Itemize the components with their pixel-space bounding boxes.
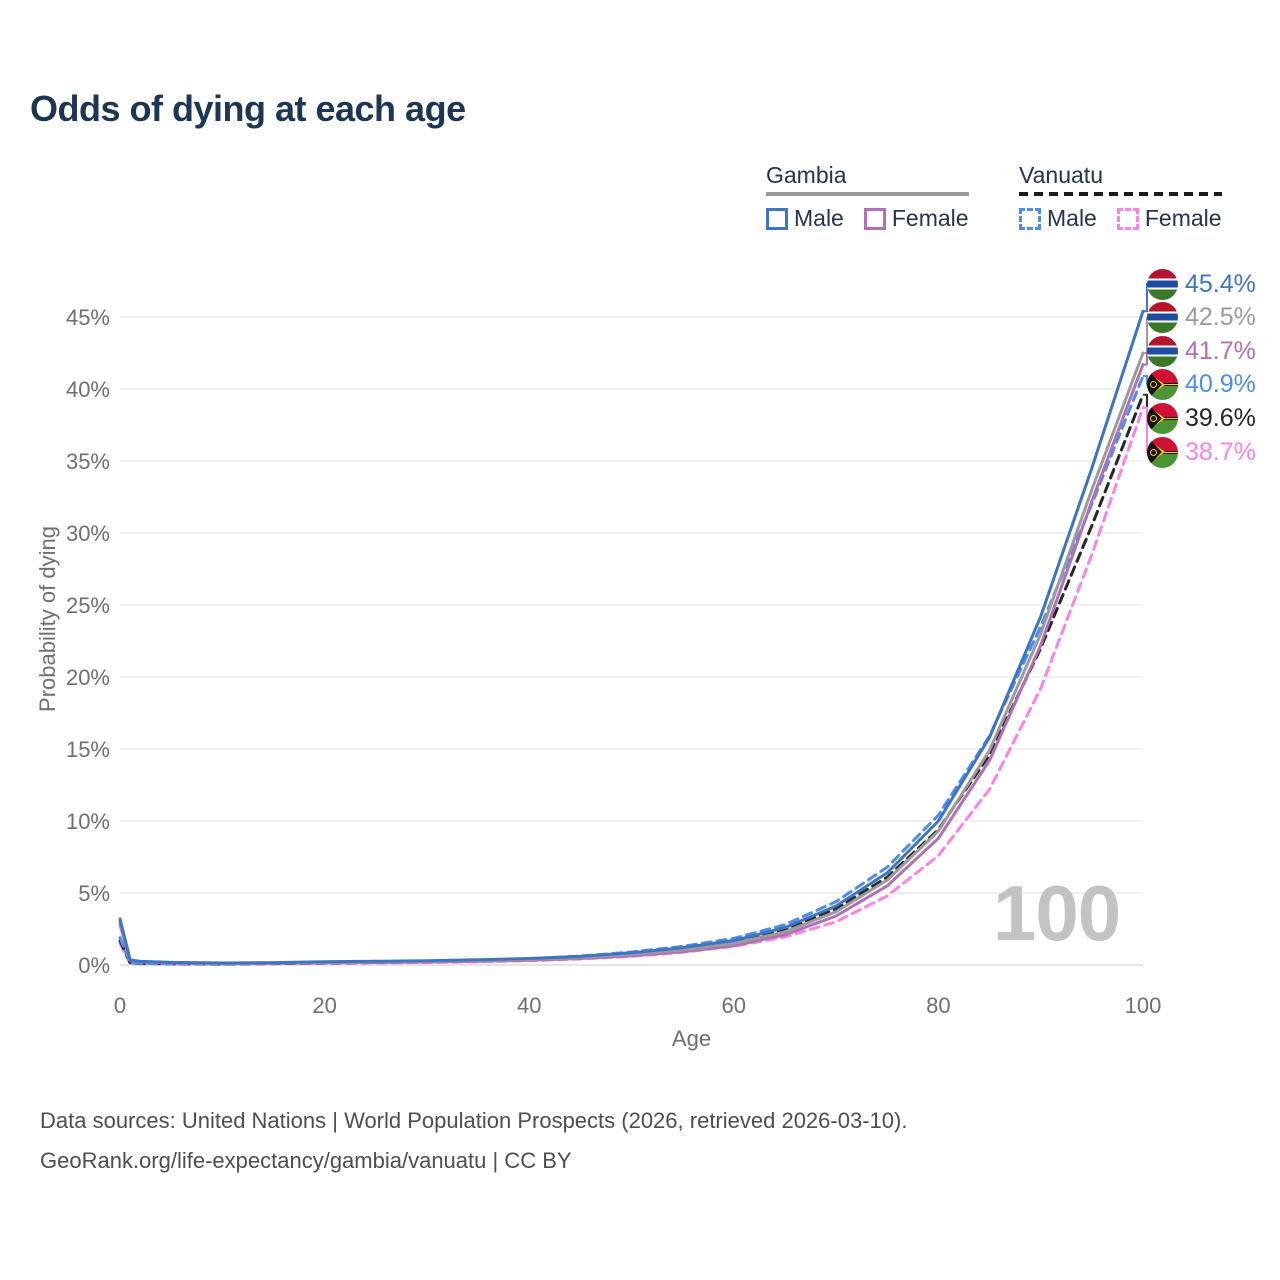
vanuatu-emblem-dot: [1150, 448, 1157, 456]
x-tick-label: 100: [1125, 993, 1162, 1018]
legend-item-gambia-female[interactable]: Female: [863, 205, 969, 232]
y-tick-label: 0%: [78, 953, 110, 978]
gambia-solid-line-swatch: [766, 192, 969, 196]
age-counter-watermark: 100: [993, 869, 1121, 957]
y-tick-label: 25%: [66, 593, 110, 618]
y-tick-label: 10%: [66, 809, 110, 834]
legend-header-vanuatu[interactable]: Vanuatu: [1019, 162, 1222, 196]
legend-item-vanuatu-male[interactable]: Male: [1019, 205, 1097, 232]
series-line-gambia-both[interactable]: [118, 351, 1145, 965]
legend-label-vanuatu-female: Female: [1144, 205, 1222, 231]
vanuatu-emblem-dot: [1150, 381, 1157, 389]
series-line-gambia-female[interactable]: [118, 363, 1145, 965]
end-label-gambia-male[interactable]: 45.4%: [1147, 268, 1256, 300]
end-label-vanuatu-female[interactable]: 38.7%: [1147, 436, 1256, 468]
end-label-value: 39.6%: [1185, 403, 1256, 432]
end-label-gambia-both[interactable]: 42.5%: [1147, 302, 1256, 334]
legend-group-vanuatu: Vanuatu Male Female: [1019, 162, 1222, 232]
vanuatu-flag-icon: [1147, 436, 1178, 468]
vanuatu-female-swatch: [1116, 207, 1139, 230]
legend-label-gambia-female: Female: [891, 205, 969, 231]
x-axis-title: Age: [671, 1026, 712, 1051]
legend-item-vanuatu-female[interactable]: Female: [1116, 205, 1222, 232]
legend-header-vanuatu-label: Vanuatu: [1019, 162, 1103, 188]
gambia-male-swatch: [766, 207, 788, 230]
x-tick-label: 20: [312, 993, 336, 1018]
gambia-flag-icon: [1147, 335, 1178, 367]
legend-row-gambia: Male Female: [766, 205, 969, 232]
end-label-value: 38.7%: [1185, 437, 1256, 466]
legend-row-vanuatu: Male Female: [1019, 205, 1222, 232]
end-label-vanuatu-male[interactable]: 40.9%: [1147, 369, 1256, 401]
vanuatu-flag-icon: [1147, 402, 1178, 434]
end-label-gambia-female[interactable]: 41.7%: [1147, 335, 1256, 367]
end-label-value: 41.7%: [1185, 336, 1256, 365]
vanuatu-flag-icon: [1147, 369, 1178, 401]
x-tick-label: 60: [722, 993, 746, 1018]
vanuatu-male-swatch: [1019, 207, 1041, 230]
end-label-vanuatu-both[interactable]: 39.6%: [1147, 402, 1256, 434]
legend: Gambia Male Female Vanuatu: [0, 162, 1280, 242]
attribution-line: GeoRank.org/life-expectancy/gambia/vanua…: [40, 1148, 572, 1173]
gambia-flag-icon: [1147, 302, 1178, 334]
series-line-gambia-male[interactable]: [118, 309, 1145, 965]
legend-item-gambia-male[interactable]: Male: [766, 205, 844, 232]
y-tick-label: 5%: [78, 881, 110, 906]
gambia-female-swatch: [863, 207, 886, 230]
legend-header-gambia-label: Gambia: [766, 162, 847, 188]
series-line-vanuatu-female[interactable]: [118, 406, 1145, 966]
vanuatu-dashed-line-swatch: [1019, 192, 1222, 196]
end-label-value: 42.5%: [1185, 303, 1256, 332]
legend-label-gambia-male: Male: [794, 205, 844, 231]
series-line-vanuatu-both[interactable]: [118, 393, 1145, 966]
y-tick-label: 20%: [66, 665, 110, 690]
x-tick-label: 0: [114, 993, 126, 1018]
end-label-value: 40.9%: [1185, 370, 1256, 399]
y-axis-title: Probability of dying: [35, 526, 60, 712]
data-source-line: Data sources: United Nations | World Pop…: [40, 1108, 908, 1133]
end-label-value: 45.4%: [1185, 269, 1256, 298]
gambia-flag-icon: [1147, 268, 1178, 300]
x-tick-label: 80: [926, 993, 950, 1018]
series-line-vanuatu-male[interactable]: [118, 374, 1145, 966]
legend-group-gambia: Gambia Male Female: [766, 162, 969, 232]
y-tick-label: 15%: [66, 737, 110, 762]
y-tick-label: 35%: [66, 449, 110, 474]
page-title: Odds of dying at each age: [30, 88, 466, 129]
legend-label-vanuatu-male: Male: [1047, 205, 1097, 231]
vanuatu-emblem-dot: [1150, 414, 1157, 422]
y-tick-label: 40%: [66, 377, 110, 402]
legend-header-gambia[interactable]: Gambia: [766, 162, 969, 196]
x-tick-label: 40: [517, 993, 541, 1018]
y-tick-label: 45%: [66, 305, 110, 330]
y-tick-label: 30%: [66, 521, 110, 546]
